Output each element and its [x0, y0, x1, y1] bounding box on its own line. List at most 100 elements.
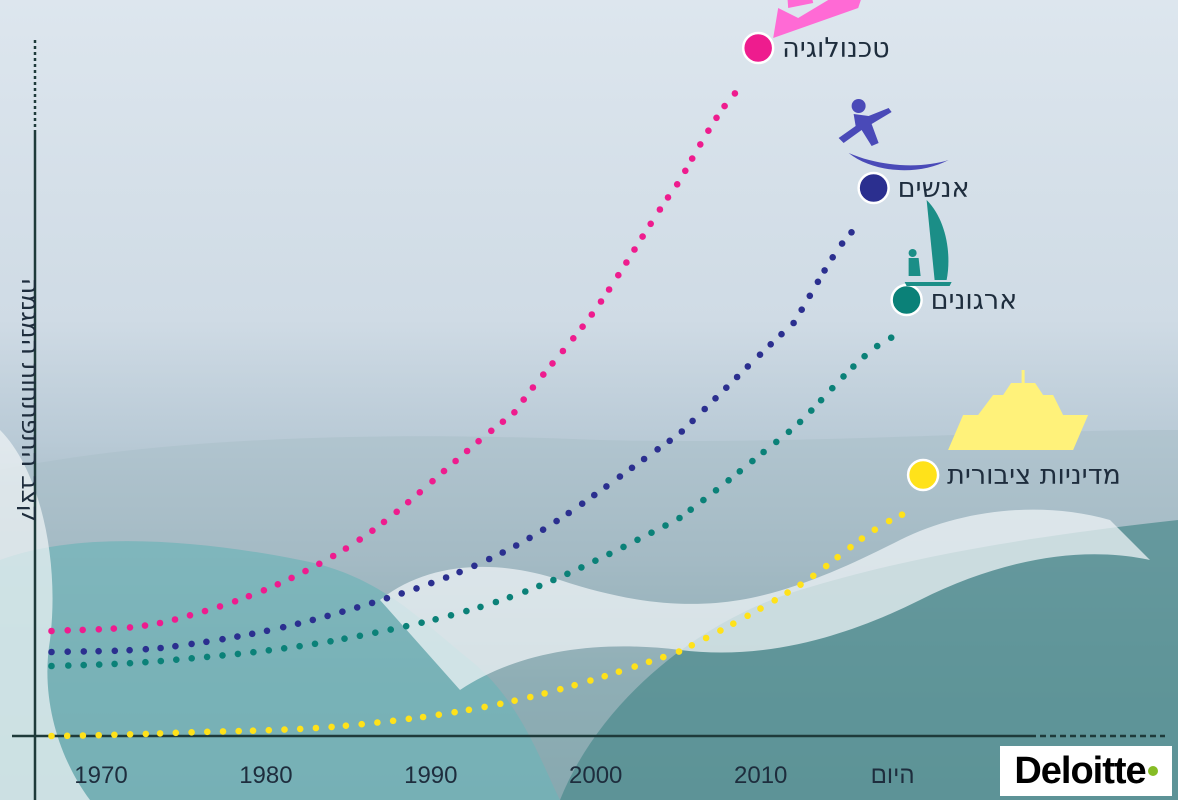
series-point: [64, 627, 71, 634]
series-point: [393, 508, 401, 516]
series-point: [499, 418, 507, 426]
series-point: [231, 598, 239, 605]
series-point: [664, 194, 672, 201]
series-point: [126, 624, 134, 631]
series-point: [296, 642, 303, 650]
series-point: [79, 732, 87, 739]
series-point: [785, 428, 793, 436]
series-point: [592, 557, 599, 564]
series-point: [527, 693, 534, 701]
series-point: [141, 622, 149, 629]
series-point: [733, 373, 741, 381]
series-point: [565, 509, 572, 517]
series-point: [324, 612, 331, 620]
series-point: [634, 536, 641, 544]
series-point: [850, 363, 857, 370]
series-point: [808, 407, 815, 414]
series-point: [368, 599, 376, 607]
series-point: [712, 487, 720, 494]
series-point: [173, 656, 180, 663]
series-point: [701, 405, 708, 413]
series-point: [540, 371, 547, 378]
series-point: [281, 726, 288, 733]
series-point: [413, 585, 420, 592]
series-point: [203, 653, 211, 661]
series-point: [848, 229, 855, 236]
series-point: [499, 549, 507, 556]
series-point: [615, 271, 622, 279]
series-point: [288, 574, 295, 582]
series-point: [342, 545, 350, 552]
series-point: [404, 498, 412, 506]
series-point: [591, 491, 598, 499]
series-point: [587, 677, 594, 684]
series-point: [296, 725, 304, 733]
series-point: [821, 267, 828, 274]
series-icons: [773, 0, 1089, 450]
series-point: [773, 438, 780, 446]
series-point: [798, 306, 805, 314]
series-point: [673, 181, 681, 188]
series-point: [48, 648, 55, 656]
series-point: [682, 167, 689, 175]
series-end-marker: [741, 31, 775, 65]
series-point: [645, 658, 653, 666]
series-point: [219, 635, 226, 643]
series-point: [647, 220, 654, 228]
series-point: [700, 496, 707, 504]
series-point: [302, 567, 309, 575]
series-point: [204, 728, 211, 736]
series-point: [475, 437, 482, 445]
series-point: [157, 657, 165, 665]
series-point: [216, 603, 224, 610]
series-point: [126, 731, 134, 738]
series-point: [80, 661, 87, 669]
series-point: [249, 727, 257, 734]
series-point: [250, 648, 257, 656]
series-point: [541, 690, 548, 697]
series-point: [847, 543, 854, 551]
series-point: [260, 587, 268, 594]
series-label: אנשים: [898, 173, 970, 204]
series-point: [142, 645, 150, 653]
series-point: [48, 662, 55, 670]
series-point: [725, 477, 732, 484]
series-point: [723, 384, 730, 392]
series-point: [79, 626, 86, 634]
series-point: [452, 457, 459, 465]
series-point: [156, 619, 164, 627]
series-point: [463, 607, 470, 615]
series-point: [172, 642, 179, 650]
series-point: [526, 534, 533, 542]
surfer-icon: [838, 99, 949, 171]
series-label: מדיניות ציבורית: [947, 460, 1121, 491]
series-point: [784, 589, 791, 596]
series-point: [736, 468, 744, 475]
series-point: [522, 588, 529, 595]
series-point: [380, 518, 388, 526]
series-end-marker: [890, 283, 923, 317]
series-point: [402, 622, 410, 630]
series-point: [817, 396, 825, 404]
series-point: [873, 342, 881, 350]
x-tick-labels: 1970 1980 1990 2000 2010 היום: [74, 762, 914, 789]
series-point: [48, 627, 55, 635]
series-point: [688, 642, 696, 649]
series-point: [341, 635, 348, 642]
series-point: [512, 542, 520, 549]
series-point: [550, 576, 557, 584]
series-point: [520, 396, 527, 403]
series-point: [654, 446, 661, 453]
series-point: [418, 619, 425, 626]
series-point: [702, 634, 710, 642]
series-4: מדיניות ציבורית: [48, 458, 1121, 740]
series-point: [329, 552, 337, 560]
series-point: [203, 638, 210, 646]
series-point: [549, 360, 556, 367]
series-point: [309, 616, 317, 624]
series-point: [731, 90, 739, 97]
series-point: [383, 594, 391, 602]
series-point: [157, 644, 164, 652]
series-point: [372, 629, 379, 636]
